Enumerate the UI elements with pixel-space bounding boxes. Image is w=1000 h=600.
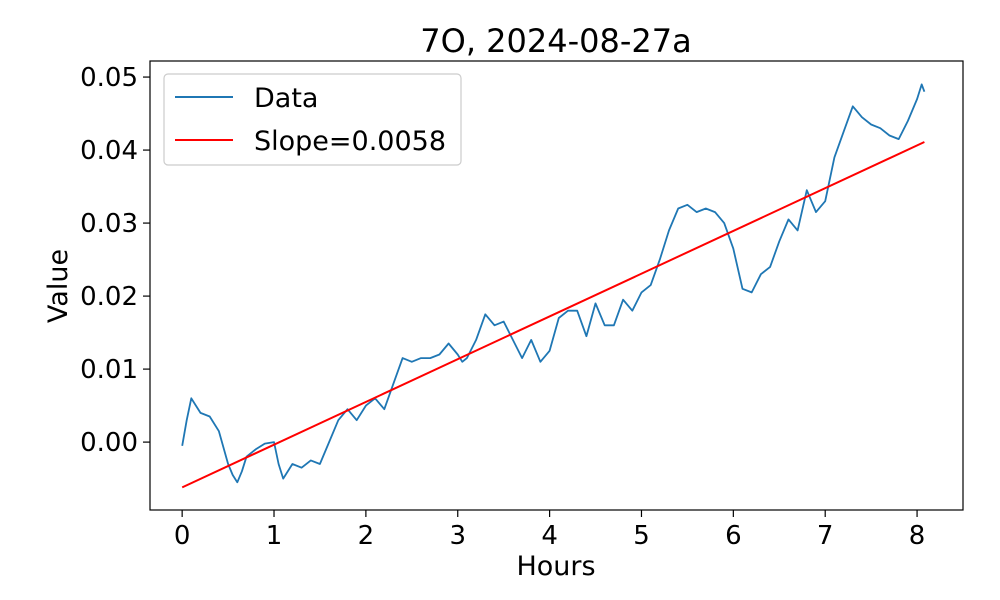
x-tick-label: 4 — [541, 521, 558, 551]
y-tick-label: 0.05 — [80, 63, 138, 93]
x-tick-label: 3 — [449, 521, 466, 551]
y-tick-label: 0.01 — [80, 355, 138, 385]
y-tick-label: 0.00 — [80, 428, 138, 458]
series-layer — [181, 83, 926, 489]
x-axis: 0 1 2 3 4 5 6 7 8 — [174, 510, 925, 551]
x-tick-label: 2 — [358, 521, 375, 551]
x-tick-label: 7 — [817, 521, 834, 551]
legend-label-data: Data — [254, 83, 318, 114]
legend: Data Slope=0.0058 — [163, 73, 462, 166]
y-axis-label: Value — [43, 249, 74, 323]
x-tick-label: 0 — [174, 521, 191, 551]
legend-label-slope: Slope=0.0058 — [254, 126, 446, 157]
y-axis: 0.00 0.01 0.02 0.03 0.04 0.05 — [80, 63, 150, 458]
x-tick-label: 6 — [725, 521, 742, 551]
data-series-line — [181, 83, 926, 484]
plot-frame — [149, 60, 964, 511]
legend-box — [163, 73, 462, 166]
chart-title: 7O, 2024-08-27a — [420, 22, 691, 60]
x-axis-label: Hours — [516, 551, 595, 582]
y-tick-label: 0.02 — [80, 282, 138, 312]
x-tick-label: 5 — [633, 521, 650, 551]
y-tick-label: 0.04 — [80, 136, 138, 166]
x-tick-label: 1 — [266, 521, 283, 551]
y-tick-label: 0.03 — [80, 209, 138, 239]
slope-fit-line — [181, 141, 925, 489]
x-tick-label: 8 — [909, 521, 926, 551]
